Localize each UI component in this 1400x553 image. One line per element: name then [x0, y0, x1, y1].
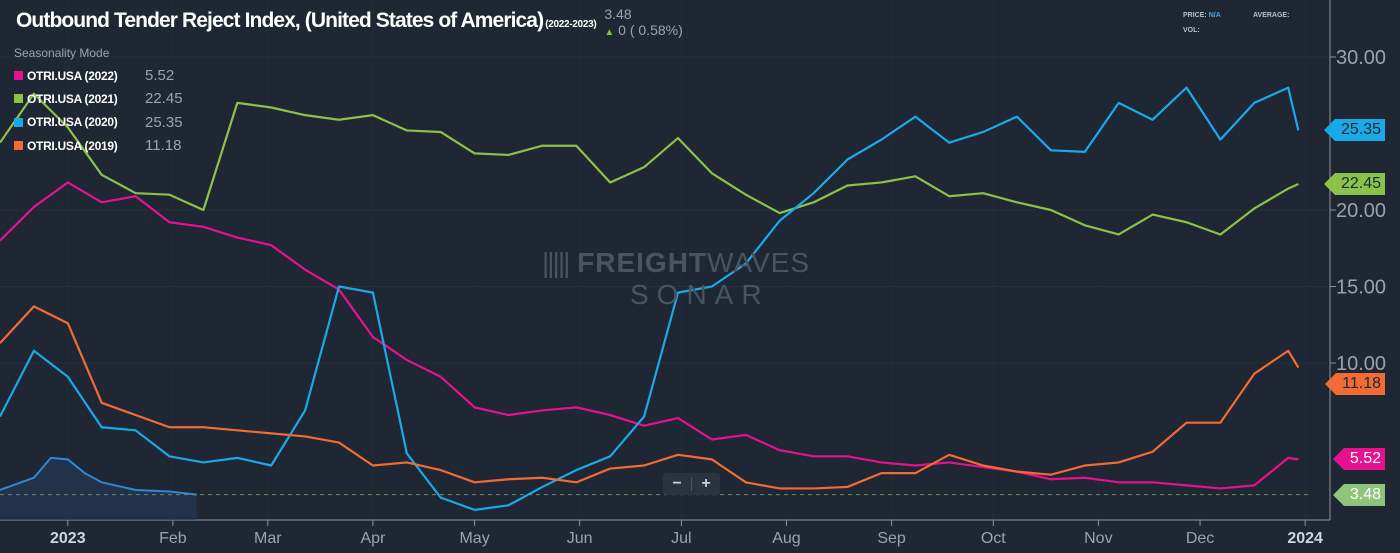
x-tick-label: Sep: [877, 530, 906, 547]
end-value-tag: 22.45: [1323, 172, 1385, 195]
legend-item[interactable]: OTRI.USA (2019) 11.18: [14, 134, 183, 157]
current-series-area: [0, 457, 197, 520]
legend-swatch: [14, 71, 23, 81]
legend-swatch: [14, 94, 23, 104]
legend-swatch: [14, 117, 23, 127]
series-line-2019: [0, 305, 1300, 490]
x-tick-label: Feb: [159, 530, 187, 547]
end-value-tag: 11.18: [1325, 373, 1385, 395]
x-tick-label: Aug: [772, 530, 800, 547]
x-tick-label: Apr: [360, 530, 386, 547]
legend-value: 25.35: [145, 113, 183, 131]
y-tick-label: 20.00: [1336, 200, 1386, 222]
series-line-2021: [0, 92, 1299, 236]
average-label: AVERAGE:: [1253, 12, 1290, 19]
sonar-watermark: SONAR: [630, 279, 770, 310]
x-tick-label: May: [459, 530, 489, 547]
x-tick-label: Oct: [981, 530, 1006, 547]
end-value-tag: 25.35: [1323, 119, 1385, 142]
legend-label: OTRI.USA (2019): [27, 138, 118, 153]
price-value: N/A: [1208, 12, 1221, 19]
zoom-in-button[interactable]: +: [701, 475, 711, 492]
legend-value: 11.18: [145, 137, 182, 155]
chart-header: Outbound Tender Reject Index, (United St…: [16, 6, 683, 41]
legend-swatch: [14, 141, 23, 151]
legend-label: OTRI.USA (2021): [27, 91, 118, 106]
seasonality-mode-label: Seasonality Mode: [14, 46, 110, 60]
legend-item[interactable]: OTRI.USA (2020) 25.35: [14, 111, 183, 134]
legend: OTRI.USA (2022) 5.52 OTRI.USA (2021) 22.45 O…: [14, 64, 183, 157]
x-tick-label: Mar: [254, 530, 282, 547]
current-series-line: [0, 456, 197, 496]
current-value: 3.48: [604, 6, 632, 22]
x-tick-label: 2023: [50, 530, 86, 547]
legend-label: OTRI.USA (2020): [27, 115, 118, 130]
y-tick-label: 30.00: [1336, 47, 1386, 69]
current-value-tag: 3.48: [1332, 483, 1385, 506]
zoom-controls: − +: [663, 473, 720, 495]
x-tick-label: Nov: [1084, 530, 1112, 547]
zoom-out-button[interactable]: −: [672, 475, 682, 492]
freightwaves-watermark: ||||| FREIGHTWAVES: [542, 247, 810, 279]
series-line-2022: [0, 181, 1299, 490]
series-line-2020: [0, 86, 1300, 511]
divider: [691, 477, 692, 491]
x-tick-label: Jul: [671, 530, 691, 547]
legend-value: 5.52: [145, 67, 175, 85]
price-info: PRICE: N/A: [1183, 12, 1221, 19]
x-tick-label: Jun: [567, 530, 593, 547]
watermark-bold-text: FREIGHT: [577, 247, 708, 278]
watermark-logo-icon: |||||: [542, 247, 570, 278]
legend-item[interactable]: OTRI.USA (2022) 5.52: [14, 64, 183, 87]
legend-label: OTRI.USA (2022): [27, 68, 118, 83]
legend-value: 22.45: [145, 90, 183, 108]
change-value: 0 ( 0.58%): [618, 22, 683, 38]
title-text: Outbound Tender Reject Index, (United St…: [16, 9, 544, 32]
title-range: (2022-2023): [545, 19, 597, 30]
price-label: PRICE:: [1183, 12, 1207, 19]
current-readout: 3.48 ▲ 0 ( 0.58%): [604, 6, 682, 41]
y-tick-label: 15.00: [1336, 277, 1386, 299]
y-tick-label: 10.00: [1336, 353, 1386, 375]
vol-label: VOL:: [1183, 27, 1200, 34]
arrow-up-icon: ▲: [604, 27, 615, 38]
legend-item[interactable]: OTRI.USA (2021) 22.45: [14, 87, 183, 110]
page-title: Outbound Tender Reject Index, (United St…: [16, 6, 597, 40]
x-tick-label: Dec: [1186, 530, 1214, 547]
x-tick-label: 2024: [1287, 530, 1323, 547]
end-value-tag: 5.52: [1332, 448, 1385, 471]
watermark-thin-text: WAVES: [707, 247, 811, 278]
